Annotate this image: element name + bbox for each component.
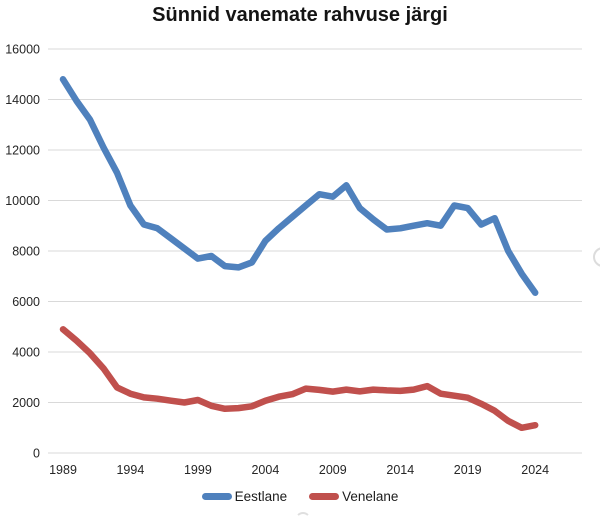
legend-label-eestlane: Eestlane [234,489,288,504]
x-tick-label-2004: 2004 [251,463,279,477]
y-tick-label-4000: 4000 [12,346,40,360]
legend-label-venelane: Venelane [342,489,399,504]
x-tick-label-2009: 2009 [319,463,347,477]
x-tick-label-1989: 1989 [49,463,77,477]
venelane-line-swatch [309,493,340,500]
x-tick-label-2019: 2019 [454,463,482,477]
legend-item-eestlane: Eestlane [201,489,288,504]
y-tick-label-2000: 2000 [12,396,40,410]
y-tick-label-0: 0 [33,447,40,461]
y-tick-label-12000: 12000 [5,144,40,158]
y-tick-label-16000: 16000 [5,43,40,57]
y-tick-label-8000: 8000 [12,245,40,259]
y-tick-label-10000: 10000 [5,194,40,208]
x-tick-label-2014: 2014 [386,463,414,477]
eestlane-line-swatch [201,493,232,500]
series-line-eestlane [59,76,539,296]
x-axis-labels: 1989 1994 1999 2004 2009 2014 2019 2024 [49,463,549,477]
x-tick-label-1994: 1994 [116,463,144,477]
legend-item-venelane: Venelane [309,489,398,504]
page-artifact-bottom [295,512,311,528]
y-tick-label-6000: 6000 [12,295,40,309]
series-lines [59,76,539,432]
x-tick-label-2024: 2024 [521,463,549,477]
chart-title: Sünnid vanemate rahvuse järgi [152,4,448,26]
line-chart: 0 2000 4000 6000 8000 10000 12000 14000 16000 19… [5,43,582,477]
gridlines [48,48,582,454]
y-axis-labels: 0 2000 4000 6000 8000 10000 12000 14000 16000 [5,43,40,461]
legend: Eestlane Venelane [0,489,600,504]
series-line-venelane [59,326,539,432]
y-tick-label-14000: 14000 [5,93,40,107]
x-tick-label-1999: 1999 [184,463,212,477]
